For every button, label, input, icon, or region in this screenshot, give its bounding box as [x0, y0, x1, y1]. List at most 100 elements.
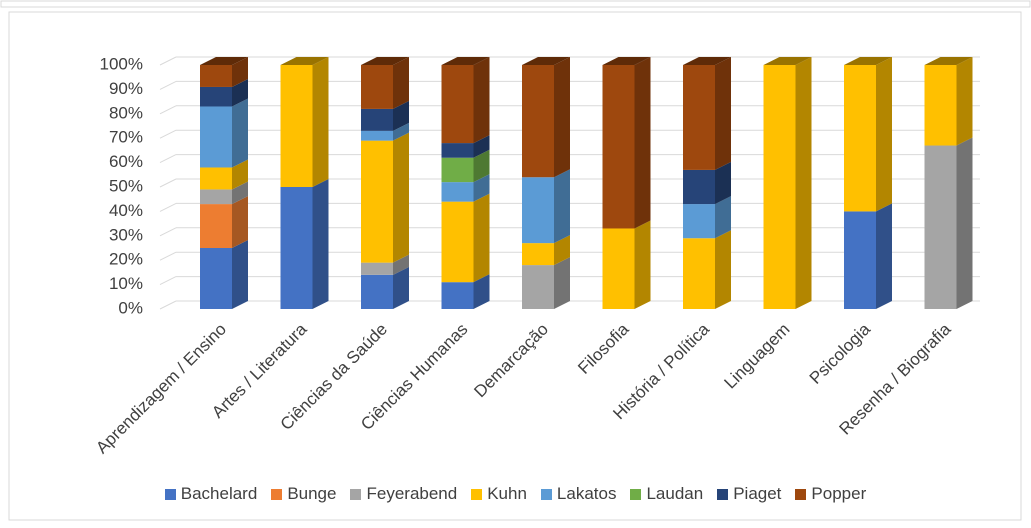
- bar-top: [683, 57, 731, 65]
- legend-label: Piaget: [733, 484, 782, 503]
- bar: [522, 65, 554, 178]
- grid-side: [159, 276, 177, 286]
- bar: [361, 262, 393, 275]
- bar: [441, 157, 474, 183]
- grid-side: [159, 80, 177, 90]
- bar-top: [522, 57, 570, 65]
- bar: [361, 274, 393, 309]
- bar: [200, 167, 232, 190]
- grid-side: [159, 105, 177, 115]
- legend-item: Feyerabend: [350, 484, 457, 504]
- bar: [844, 65, 876, 212]
- y-tick-label: 0%: [118, 298, 143, 317]
- bar-side: [715, 196, 731, 239]
- bar-side: [554, 169, 570, 244]
- grid-side: [159, 178, 177, 188]
- legend-item: Kuhn: [471, 484, 527, 504]
- bar-top: [441, 57, 490, 65]
- bar-side: [473, 57, 490, 144]
- chart-frame: [8, 11, 1022, 521]
- x-tick-label: Linguagem: [721, 320, 794, 393]
- bar: [441, 143, 474, 158]
- bar-side: [715, 230, 731, 309]
- bar-side: [554, 235, 570, 266]
- bar-top: [924, 57, 973, 65]
- top-strip: [0, 0, 1031, 8]
- grid-side: [159, 129, 177, 139]
- legend-label: Bachelard: [180, 484, 258, 503]
- bar-side: [232, 181, 248, 205]
- bar: [280, 187, 313, 309]
- bar-side: [393, 122, 409, 141]
- y-tick-label: 90%: [109, 79, 143, 98]
- bar-side: [393, 132, 409, 263]
- bar-side: [393, 254, 409, 275]
- y-tick-label: 10%: [109, 274, 143, 293]
- bar: [522, 265, 554, 309]
- y-tick-label: 40%: [109, 201, 143, 220]
- bar-side: [715, 57, 731, 170]
- bar-side: [554, 257, 570, 309]
- grid-side: [159, 202, 177, 212]
- legend-label: Popper: [811, 484, 867, 503]
- bar-side: [634, 220, 651, 309]
- bar: [683, 238, 715, 309]
- legend-item: Popper: [795, 484, 866, 504]
- bar-side: [956, 57, 973, 146]
- bar: [441, 282, 474, 309]
- legend-label: Lakatos: [556, 484, 617, 503]
- y-tick-label: 30%: [109, 225, 143, 244]
- bar-side: [393, 266, 409, 309]
- legend-item: Laudan: [630, 484, 703, 504]
- bar-top: [844, 57, 892, 65]
- bar-side: [232, 159, 248, 190]
- bar: [200, 189, 232, 205]
- bar-side: [232, 57, 248, 87]
- bar-side: [232, 78, 248, 107]
- bar: [844, 211, 876, 309]
- grid-side: [159, 56, 177, 66]
- bar-side: [634, 57, 651, 229]
- legend-item: Lakatos: [540, 484, 617, 504]
- bar-side: [232, 240, 248, 309]
- x-tick-label: Filosofia: [574, 319, 633, 378]
- bar-side: [393, 57, 409, 109]
- bar-side: [715, 161, 731, 205]
- grid-side: [159, 227, 177, 237]
- y-tick-label: 100%: [100, 54, 143, 73]
- legend-swatch: [540, 488, 552, 500]
- legend-swatch: [630, 488, 642, 500]
- bar: [683, 204, 715, 239]
- bar: [361, 140, 393, 263]
- bar-side: [473, 149, 490, 183]
- bar-top: [280, 57, 329, 65]
- bar: [522, 243, 554, 266]
- y-tick-label: 80%: [109, 103, 143, 122]
- bar-side: [393, 100, 409, 131]
- bar: [924, 145, 957, 309]
- y-tick-label: 60%: [109, 152, 143, 171]
- bar: [200, 204, 232, 248]
- bar-side: [956, 137, 973, 309]
- bar: [763, 65, 796, 309]
- legend-label: Laudan: [646, 484, 704, 503]
- bar: [602, 228, 635, 309]
- grid-side: [159, 300, 177, 310]
- bar: [200, 86, 232, 107]
- legend-swatch: [350, 488, 362, 500]
- legend: Bachelard Bunge Feyerabend Kuhn Lakatos Lauda…: [0, 484, 1031, 504]
- legend-item: Bachelard: [164, 484, 258, 504]
- bar-side: [554, 57, 570, 178]
- bar: [924, 65, 957, 146]
- bar: [200, 65, 232, 87]
- bar-side: [876, 203, 892, 309]
- legend-item: Bunge: [271, 484, 336, 504]
- bar-side: [473, 135, 490, 158]
- bar-side: [473, 193, 490, 283]
- bar: [683, 65, 715, 170]
- bar: [200, 106, 232, 168]
- bar: [280, 65, 313, 187]
- bar-side: [473, 174, 490, 202]
- bar-top: [763, 57, 812, 65]
- legend-swatch: [717, 488, 729, 500]
